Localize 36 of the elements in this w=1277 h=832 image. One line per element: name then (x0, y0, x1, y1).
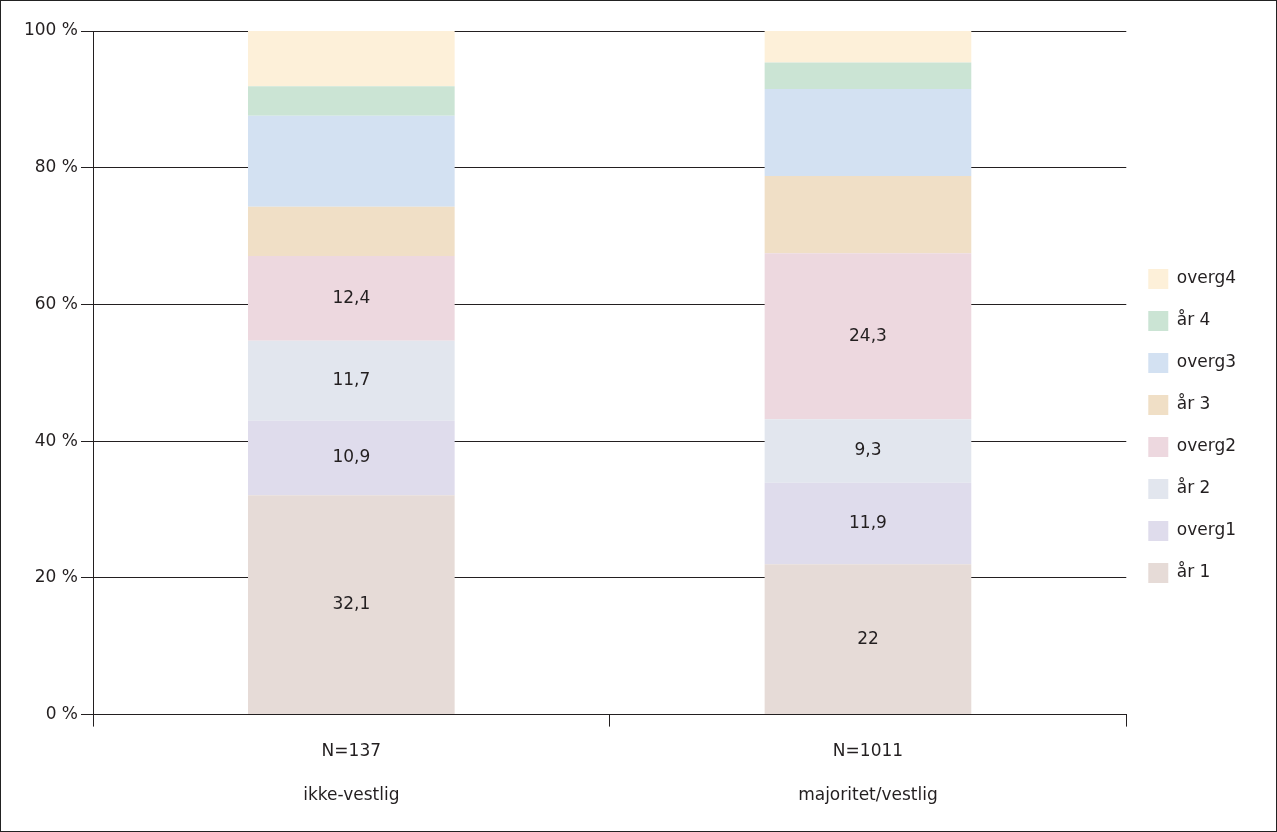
data-label: 24,3 (849, 324, 887, 345)
bar (764, 564, 972, 715)
legend-label: år 1 (1176, 561, 1211, 582)
bar (764, 89, 972, 176)
data-label: 32,1 (332, 593, 371, 614)
bar (764, 175, 972, 254)
y-tick-label: 80 % (34, 156, 78, 177)
bar (248, 115, 455, 207)
category-label: N=137 ikke-vestlig (303, 740, 400, 805)
legend-label: overg2 (1176, 435, 1236, 456)
data-label: 11,7 (332, 369, 371, 390)
data-label: 10,9 (332, 446, 371, 467)
bar (764, 253, 972, 420)
y-tick-label: 60 % (34, 292, 78, 313)
bar (248, 255, 455, 341)
legend-label: år 3 (1176, 393, 1211, 414)
bar (248, 206, 455, 256)
y-tick-label: 20 % (34, 566, 78, 587)
data-label: 11,9 (849, 511, 887, 532)
category-label: N=1011 majoritet/vestlig (798, 740, 938, 805)
y-tick-label: 0 % (45, 703, 78, 724)
legend-label: overg4 (1176, 267, 1236, 288)
bar (248, 86, 455, 116)
data-label: 9,3 (854, 439, 882, 460)
data-label: 22 (857, 627, 879, 648)
data-label: 12,4 (332, 286, 371, 307)
legend-label: år 4 (1176, 309, 1211, 330)
legend-label: overg1 (1176, 519, 1236, 540)
bar (764, 31, 972, 63)
bar (764, 62, 972, 90)
y-tick-label: 100 % (23, 19, 78, 40)
legend-label: år 2 (1176, 477, 1211, 498)
y-tick-label: 40 % (34, 429, 78, 450)
bar (248, 495, 455, 715)
legend-label: overg3 (1176, 351, 1236, 372)
bar (248, 31, 455, 87)
